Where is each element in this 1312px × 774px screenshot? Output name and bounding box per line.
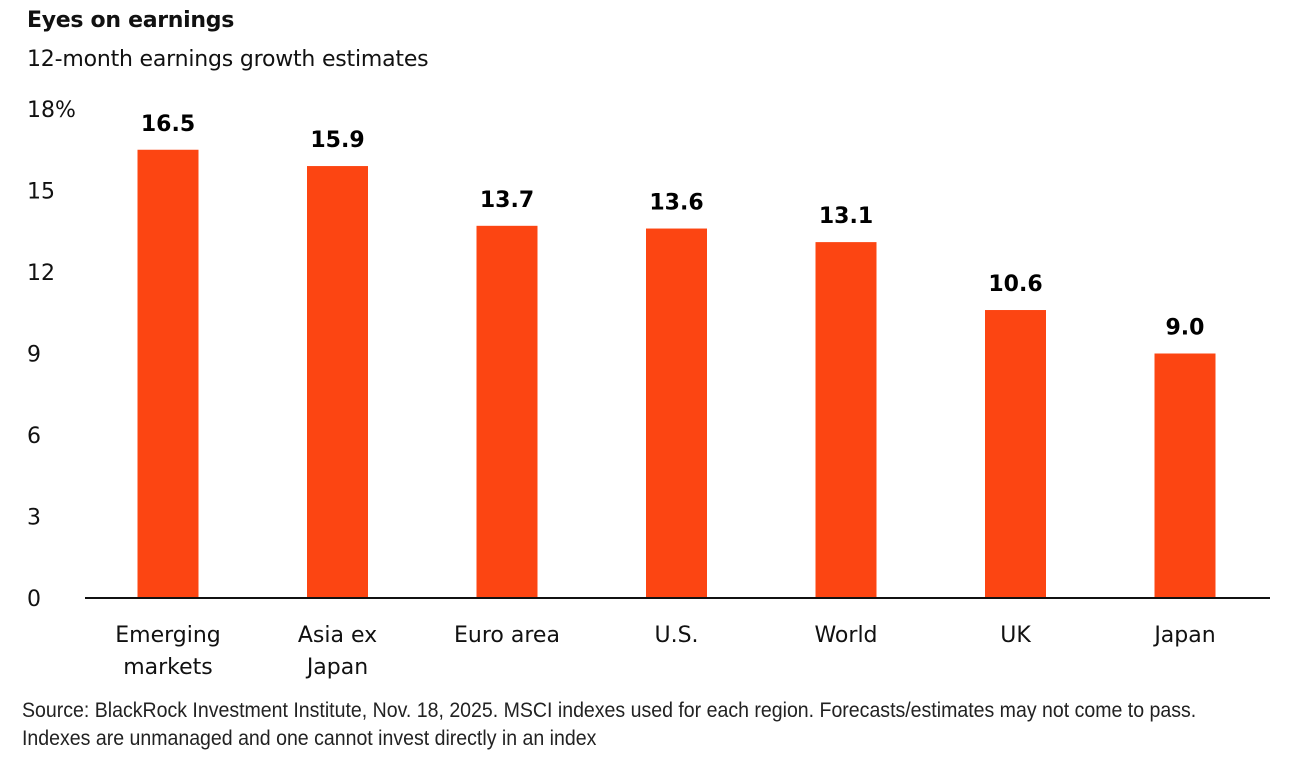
bar	[1154, 353, 1216, 598]
source-note: Source: BlackRock Investment Institute, …	[22, 697, 1196, 753]
value-label: 15.9	[310, 128, 364, 153]
y-tick-label: 6	[27, 424, 41, 449]
category-label: World	[814, 623, 877, 648]
value-label: 10.6	[988, 272, 1042, 297]
category-label: Euro area	[454, 623, 560, 648]
bar	[307, 166, 368, 599]
bar	[476, 225, 538, 599]
category-label: UK	[1000, 623, 1031, 648]
value-labels: 16.5 15.9 13.7 13.6 13.1 10.6 9.0	[141, 112, 1205, 341]
chart-subtitle: 12-month earnings growth estimates	[27, 47, 429, 72]
category-label: Asia ex Japan	[298, 623, 377, 680]
category-labels: Emerging markets Asia ex Japan Euro area U.S.…	[115, 623, 1215, 680]
value-label: 13.6	[649, 191, 703, 216]
value-label: 13.1	[819, 204, 873, 229]
source-line-1: Source: BlackRock Investment Institute, …	[22, 699, 1197, 722]
value-label: 13.7	[480, 188, 534, 213]
y-tick-label: 12	[27, 261, 55, 286]
source-line-2: Indexes are unmanaged and one cannot inv…	[22, 727, 597, 750]
bar	[646, 228, 707, 599]
bar	[985, 310, 1046, 598]
y-tick-label: 18%	[27, 98, 76, 123]
bar	[137, 149, 199, 598]
y-axis-ticks: 0 3 6 9 12 15 18%	[27, 98, 76, 612]
value-label: 16.5	[141, 112, 195, 137]
category-label: U.S.	[654, 623, 698, 648]
bars	[137, 149, 1216, 599]
y-tick-label: 3	[27, 506, 41, 531]
y-tick-label: 15	[27, 180, 55, 205]
category-label: Japan	[1152, 623, 1215, 648]
y-tick-label: 9	[27, 343, 41, 368]
category-label: Emerging markets	[115, 623, 221, 680]
y-tick-label: 0	[27, 587, 41, 612]
bar	[815, 242, 877, 598]
value-label: 9.0	[1166, 316, 1205, 341]
chart-title: Eyes on earnings	[27, 8, 235, 33]
